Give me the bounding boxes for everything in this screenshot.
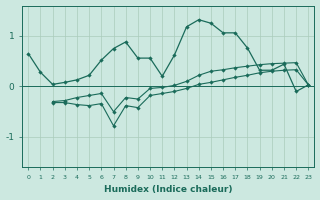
X-axis label: Humidex (Indice chaleur): Humidex (Indice chaleur) [104,185,233,194]
